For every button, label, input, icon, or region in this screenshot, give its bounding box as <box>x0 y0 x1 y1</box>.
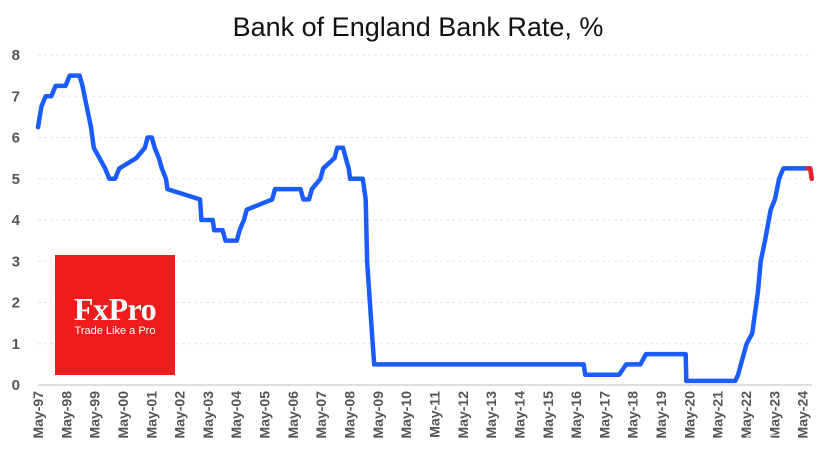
watermark-text: @FxPro汇汇 <box>718 433 792 448</box>
x-tick-label: May-97 <box>30 391 46 439</box>
x-tick-label: May-14 <box>511 391 527 439</box>
x-tick-label: May-05 <box>257 391 273 439</box>
y-tick-label: 1 <box>12 336 20 353</box>
x-tick-label: May-16 <box>568 391 584 439</box>
x-tick-label: May-98 <box>58 391 74 439</box>
x-tick-label: May-11 <box>426 391 442 438</box>
x-tick-label: May-21 <box>710 391 726 439</box>
fxpro-logo: FxPro Trade Like a Pro <box>55 255 175 375</box>
x-tick-label: May-00 <box>115 391 131 439</box>
x-tick-label: May-13 <box>483 391 499 439</box>
x-tick-label: May-02 <box>172 391 188 439</box>
x-tick-label: May-07 <box>313 391 329 439</box>
x-tick-label: May-17 <box>596 391 612 439</box>
y-tick-label: 3 <box>12 253 20 270</box>
x-tick-label: May-24 <box>795 391 811 439</box>
x-tick-label: May-20 <box>681 391 697 439</box>
x-tick-label: May-04 <box>228 391 244 439</box>
series-lines <box>35 73 814 384</box>
logo-tagline: Trade Like a Pro <box>74 325 156 337</box>
series-line-0 <box>35 73 814 384</box>
x-tick-label: May-06 <box>285 391 301 439</box>
x-tick-label: May-08 <box>342 391 358 439</box>
x-tick-label: May-18 <box>625 391 641 439</box>
y-tick-label: 5 <box>12 171 20 188</box>
y-tick-label: 2 <box>12 295 20 312</box>
y-axis-ticks: 0 1 2 3 4 5 6 7 8 <box>12 47 21 394</box>
x-tick-label: May-15 <box>540 391 556 439</box>
x-tick-label: May-03 <box>200 391 216 439</box>
series-line-1 <box>805 166 814 182</box>
x-tick-label: May-10 <box>398 391 414 439</box>
chart-title: Bank of England Bank Rate, % <box>232 12 604 42</box>
x-tick-label: May-09 <box>370 391 386 439</box>
x-tick-label: May-23 <box>766 391 782 439</box>
x-tick-label: May-19 <box>653 391 669 439</box>
y-tick-label: 0 <box>12 377 20 394</box>
x-tick-label: May-99 <box>87 391 103 439</box>
x-axis-ticks: May-97 May-98 May-99 May-00 May-01 May-02 May-… <box>30 391 811 439</box>
y-tick-label: 8 <box>12 47 20 64</box>
y-tick-label: 6 <box>12 130 20 147</box>
x-tick-label: May-01 <box>143 391 159 439</box>
x-tick-label: May-12 <box>455 391 471 439</box>
y-tick-label: 7 <box>12 88 20 105</box>
x-tick-label: May-22 <box>738 391 754 439</box>
logo-wordmark: FxPro <box>73 291 157 327</box>
y-tick-label: 4 <box>12 212 21 229</box>
